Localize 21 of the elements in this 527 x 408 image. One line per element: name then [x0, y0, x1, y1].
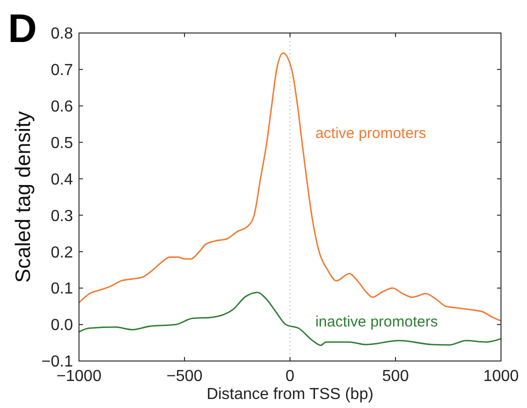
x-tick-label: 0: [286, 368, 295, 385]
y-tick-label: 0.2: [50, 244, 74, 262]
y-tick-label: 0.3: [50, 208, 74, 225]
x-axis-title: Distance from TSS (bp): [206, 386, 374, 403]
chart-title: D: [8, 7, 37, 51]
x-tick-label: 500: [382, 368, 409, 385]
y-tick-label: 0.5: [50, 134, 74, 152]
series-label: active promoters: [315, 124, 426, 142]
y-tick-label: 0.8: [50, 26, 74, 43]
line-series: [78, 292, 502, 346]
y-tick-label: 0.6: [50, 98, 74, 116]
y-tick-label: 0.4: [50, 171, 74, 188]
y-axis-title: Scaled tag density: [12, 110, 35, 283]
x-tick-label: −500: [166, 368, 203, 385]
y-tick-label: −0.1: [41, 354, 74, 371]
y-tick-label: 0.7: [50, 62, 74, 80]
y-tick-label: 0.0: [50, 317, 74, 334]
series-label: inactive promoters: [315, 314, 438, 331]
x-tick-label: 1000: [483, 368, 519, 385]
x-tick-label: −1000: [56, 368, 102, 385]
y-tick-label: 0.1: [50, 280, 74, 298]
